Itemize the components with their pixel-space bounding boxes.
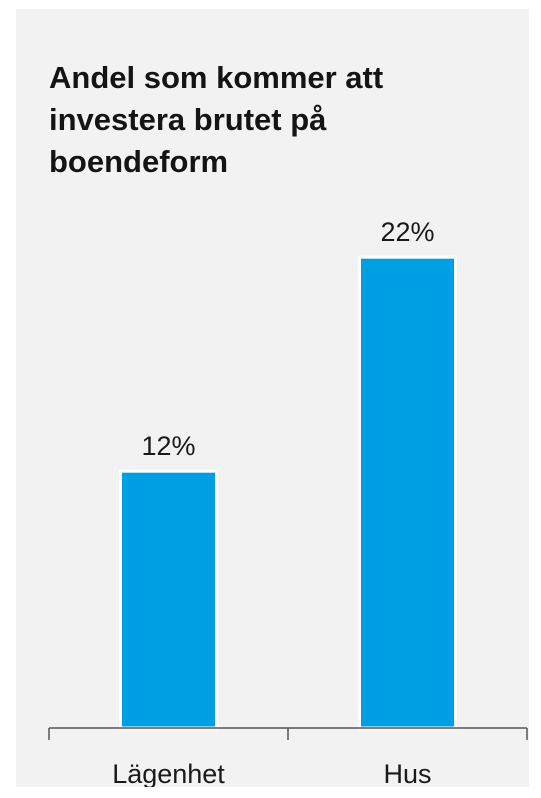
chart-panel: Andel som kommer att investera brutet på… bbox=[16, 9, 529, 787]
bar-1 bbox=[358, 255, 457, 730]
bar-0 bbox=[119, 469, 218, 730]
data-label-0: 12% bbox=[141, 431, 195, 461]
x-tick-label-1: Hus bbox=[383, 759, 431, 787]
x-tick-label-0: Lägenhet bbox=[112, 759, 225, 787]
chart-title: Andel som kommer att investera brutet på… bbox=[49, 60, 384, 179]
data-label-1: 22% bbox=[380, 217, 434, 247]
bar-chart: 12% Lägenhet 22% Hus bbox=[48, 217, 528, 787]
